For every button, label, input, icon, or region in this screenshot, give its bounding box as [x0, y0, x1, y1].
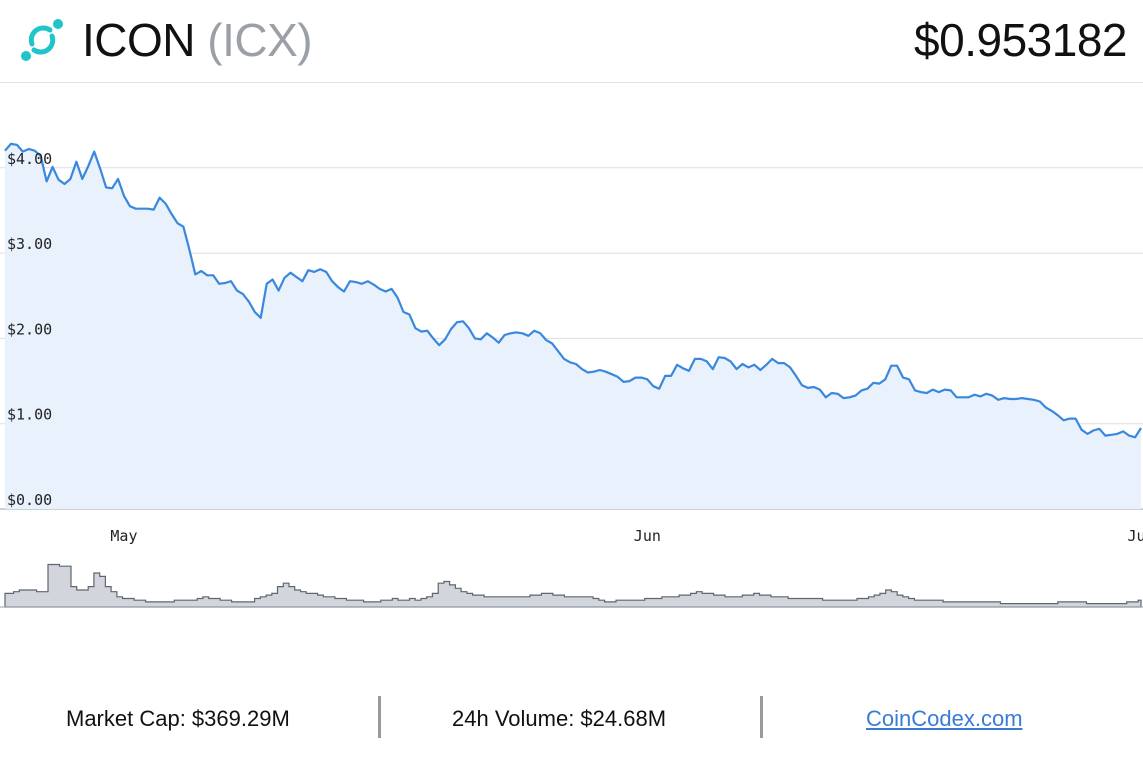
- market-cap: Market Cap: $369.29M: [66, 706, 290, 731]
- y-tick-label: $3.00: [7, 235, 52, 253]
- volume-chart: [0, 563, 1143, 608]
- x-axis-ticks: May Jun Jul: [110, 527, 1143, 545]
- x-tick-label: Jun: [634, 527, 661, 545]
- coin-name: ICON: [82, 14, 196, 66]
- y-axis-ticks: $0.00 $1.00 $2.00 $3.00 $4.00: [7, 150, 52, 509]
- price-line: [4, 142, 1142, 439]
- header: ICON (ICX) $0.953182: [0, 0, 1143, 83]
- divider: [378, 696, 381, 738]
- coincodex-link[interactable]: CoinCodex.com: [866, 706, 1023, 731]
- y-tick-label: $0.00: [7, 491, 52, 509]
- y-tick-label: $1.00: [7, 406, 52, 424]
- volume-area: [4, 563, 1142, 608]
- coin-title: ICON (ICX): [82, 10, 313, 70]
- price-chart: $0.00 $1.00 $2.00 $3.00 $4.00 May Jun Jul: [0, 142, 1143, 608]
- x-tick-label: Jul: [1127, 527, 1143, 545]
- divider: [760, 696, 763, 738]
- icon-logo-icon: [21, 19, 63, 61]
- coin-symbol: (ICX): [207, 14, 313, 66]
- footer: Market Cap: $369.29M 24h Volume: $24.68M…: [0, 690, 1143, 746]
- price-area-fill: [5, 143, 1141, 509]
- y-tick-label: $4.00: [7, 150, 52, 168]
- current-price: $0.953182: [914, 14, 1127, 66]
- price-area: [4, 142, 1142, 509]
- x-tick-label: May: [110, 527, 137, 545]
- y-tick-label: $2.00: [7, 320, 52, 338]
- volume-24h: 24h Volume: $24.68M: [452, 706, 667, 731]
